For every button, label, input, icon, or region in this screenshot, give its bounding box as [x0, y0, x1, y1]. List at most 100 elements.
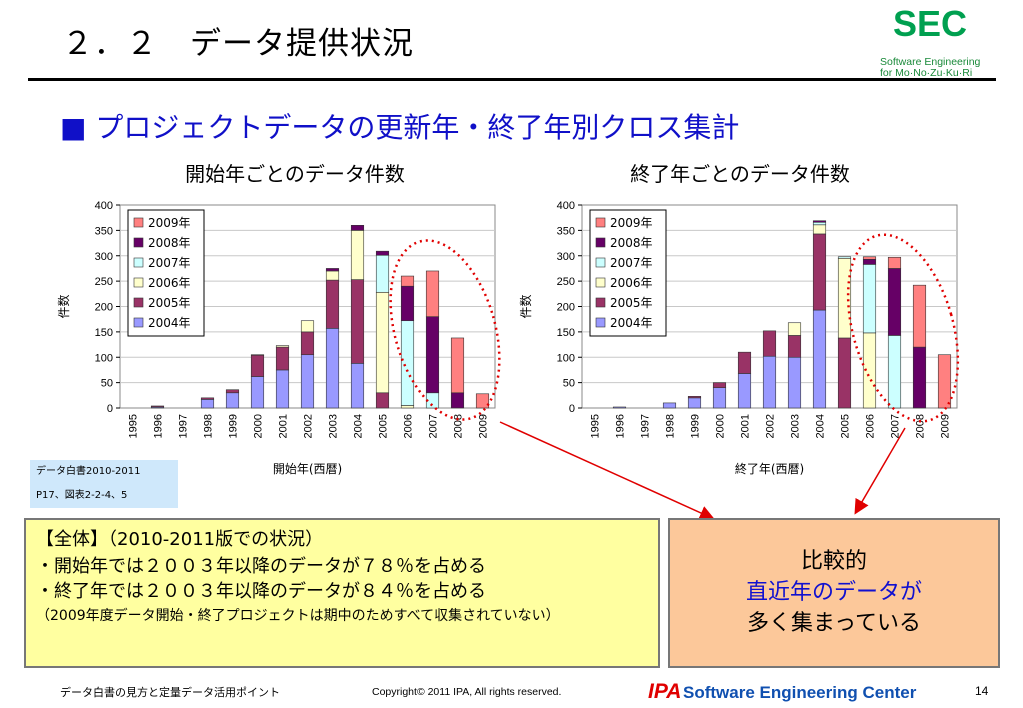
legend-label: 2006年 [610, 276, 653, 290]
legend-swatch [133, 297, 144, 308]
summary-heading: 【全体】（2010-2011版での状況） [36, 529, 324, 550]
x-tick-label: 2003 [328, 414, 340, 438]
bar-segment [862, 256, 877, 260]
x-tick-label: 2002 [765, 414, 777, 438]
bar-segment [150, 405, 165, 408]
summary-box: 【全体】（2010-2011版での状況） ・開始年では２００３年以降のデータが７… [24, 518, 660, 668]
legend-label: 2005年 [148, 296, 191, 310]
y-axis-title: 件数 [56, 294, 71, 318]
y-tick-label: 400 [95, 200, 113, 212]
y-tick-label: 300 [557, 251, 575, 263]
y-tick-label: 0 [107, 403, 113, 415]
comparison-line-3: 多く集まっている [746, 611, 922, 636]
bar-segment [425, 270, 440, 317]
bar-segment [737, 351, 752, 374]
bar-segment [475, 393, 490, 409]
legend-label: 2009年 [148, 216, 191, 230]
legend-swatch [595, 237, 606, 248]
legend-swatch [595, 277, 606, 288]
legend-label: 2005年 [610, 296, 653, 310]
ipa-logo: IPA [648, 680, 682, 703]
bar-segment [762, 330, 777, 357]
x-tick-label: 2004 [815, 414, 827, 438]
legend-box [589, 209, 667, 337]
sec-logo: SEC Software Engineering for Mo·No·Zu·Ku… [880, 4, 990, 80]
legend-label: 2008年 [148, 236, 191, 250]
y-tick-label: 300 [95, 251, 113, 263]
x-tick-label: 2005 [378, 414, 390, 438]
x-tick-label: 1995 [128, 414, 140, 438]
y-tick-label: 150 [557, 327, 575, 339]
bar-segment [350, 224, 365, 231]
x-tick-label: 1995 [590, 414, 602, 438]
y-tick-label: 250 [557, 276, 575, 288]
legend-label: 2004年 [610, 316, 653, 330]
start-year-recent-highlight [389, 239, 501, 421]
legend-label: 2007年 [148, 256, 191, 270]
bar-segment [787, 322, 802, 336]
y-tick-label: 400 [557, 200, 575, 212]
slide-subheading: ■ プロジェクトデータの更新年・終了年別クロス集計 [60, 111, 740, 144]
summary-end-year-line: ・終了年では２００３年以降のデータが８４％を占める [36, 581, 486, 602]
x-tick-label: 2006 [865, 414, 877, 438]
x-tick-label: 2008 [915, 414, 927, 438]
x-tick-label: 1998 [665, 414, 677, 438]
bar-segment [325, 268, 340, 272]
start-year-chart: 0 50 100 150 200 250 300 350 400 件数 1995 1996 1997 19… [56, 200, 496, 476]
source-reference-box: データ白書2010-2011 P17、図表2-2-4、5 [30, 460, 178, 508]
x-tick-label: 2006 [403, 414, 415, 438]
legend-swatch [133, 277, 144, 288]
bar-segment [812, 220, 827, 223]
x-axis-title: 開始年(西暦) [273, 462, 342, 476]
title-divider [28, 78, 996, 81]
y-tick-label: 250 [95, 276, 113, 288]
end-year-arrow [854, 427, 906, 515]
y-tick-label: 100 [557, 352, 575, 364]
y-tick-label: 50 [101, 378, 113, 390]
x-tick-label: 1996 [153, 414, 165, 438]
bar-segment [887, 256, 902, 269]
page-number: 14 [975, 684, 989, 698]
end-year-recent-highlight [846, 233, 960, 423]
x-tick-label: 1997 [640, 414, 652, 438]
legend-swatch [595, 297, 606, 308]
legend-label: 2008年 [610, 236, 653, 250]
comparison-line-2: 直近年のデータが [745, 580, 922, 605]
x-tick-label: 2004 [353, 414, 365, 438]
bar-segment [687, 396, 702, 399]
x-tick-label: 2009 [478, 414, 490, 438]
comparison-line-1: 比較的 [800, 549, 867, 574]
bar-segment [837, 256, 852, 259]
slide-title: ２．２ データ提供状況 [62, 26, 414, 62]
legend-swatch [595, 257, 606, 268]
bar-segment [612, 406, 627, 409]
legend-swatch [133, 317, 144, 328]
x-tick-label: 2001 [278, 414, 290, 438]
bar-segment [712, 382, 727, 388]
legend-label: 2006年 [148, 276, 191, 290]
x-tick-label: 2000 [715, 414, 727, 438]
x-tick-label: 2000 [253, 414, 265, 438]
x-tick-label: 2008 [453, 414, 465, 438]
legend-box [127, 209, 205, 337]
x-tick-label: 2003 [790, 414, 802, 438]
footer-copyright: Copyright© 2011 IPA, All rights reserved… [372, 686, 562, 698]
x-tick-label: 2005 [840, 414, 852, 438]
legend-label: 2009年 [610, 216, 653, 230]
x-tick-label: 2002 [303, 414, 315, 438]
footer-sec-name: Software Engineering Center [683, 683, 917, 702]
source-reference-line-2: P17、図表2-2-4、5 [36, 490, 128, 501]
bar-segment [200, 397, 215, 400]
x-tick-label: 2007 [890, 414, 902, 438]
y-tick-label: 350 [95, 225, 113, 237]
comparison-box: 比較的 直近年のデータが 多く集まっている [668, 518, 1000, 668]
legend-swatch [595, 217, 606, 228]
y-tick-label: 200 [557, 302, 575, 314]
x-tick-label: 1996 [615, 414, 627, 438]
legend-swatch [133, 257, 144, 268]
bar-segment [275, 345, 290, 348]
bar-segment [300, 320, 315, 333]
y-axis-title: 件数 [518, 294, 533, 318]
x-axis-title: 終了年(西暦) [735, 461, 804, 476]
